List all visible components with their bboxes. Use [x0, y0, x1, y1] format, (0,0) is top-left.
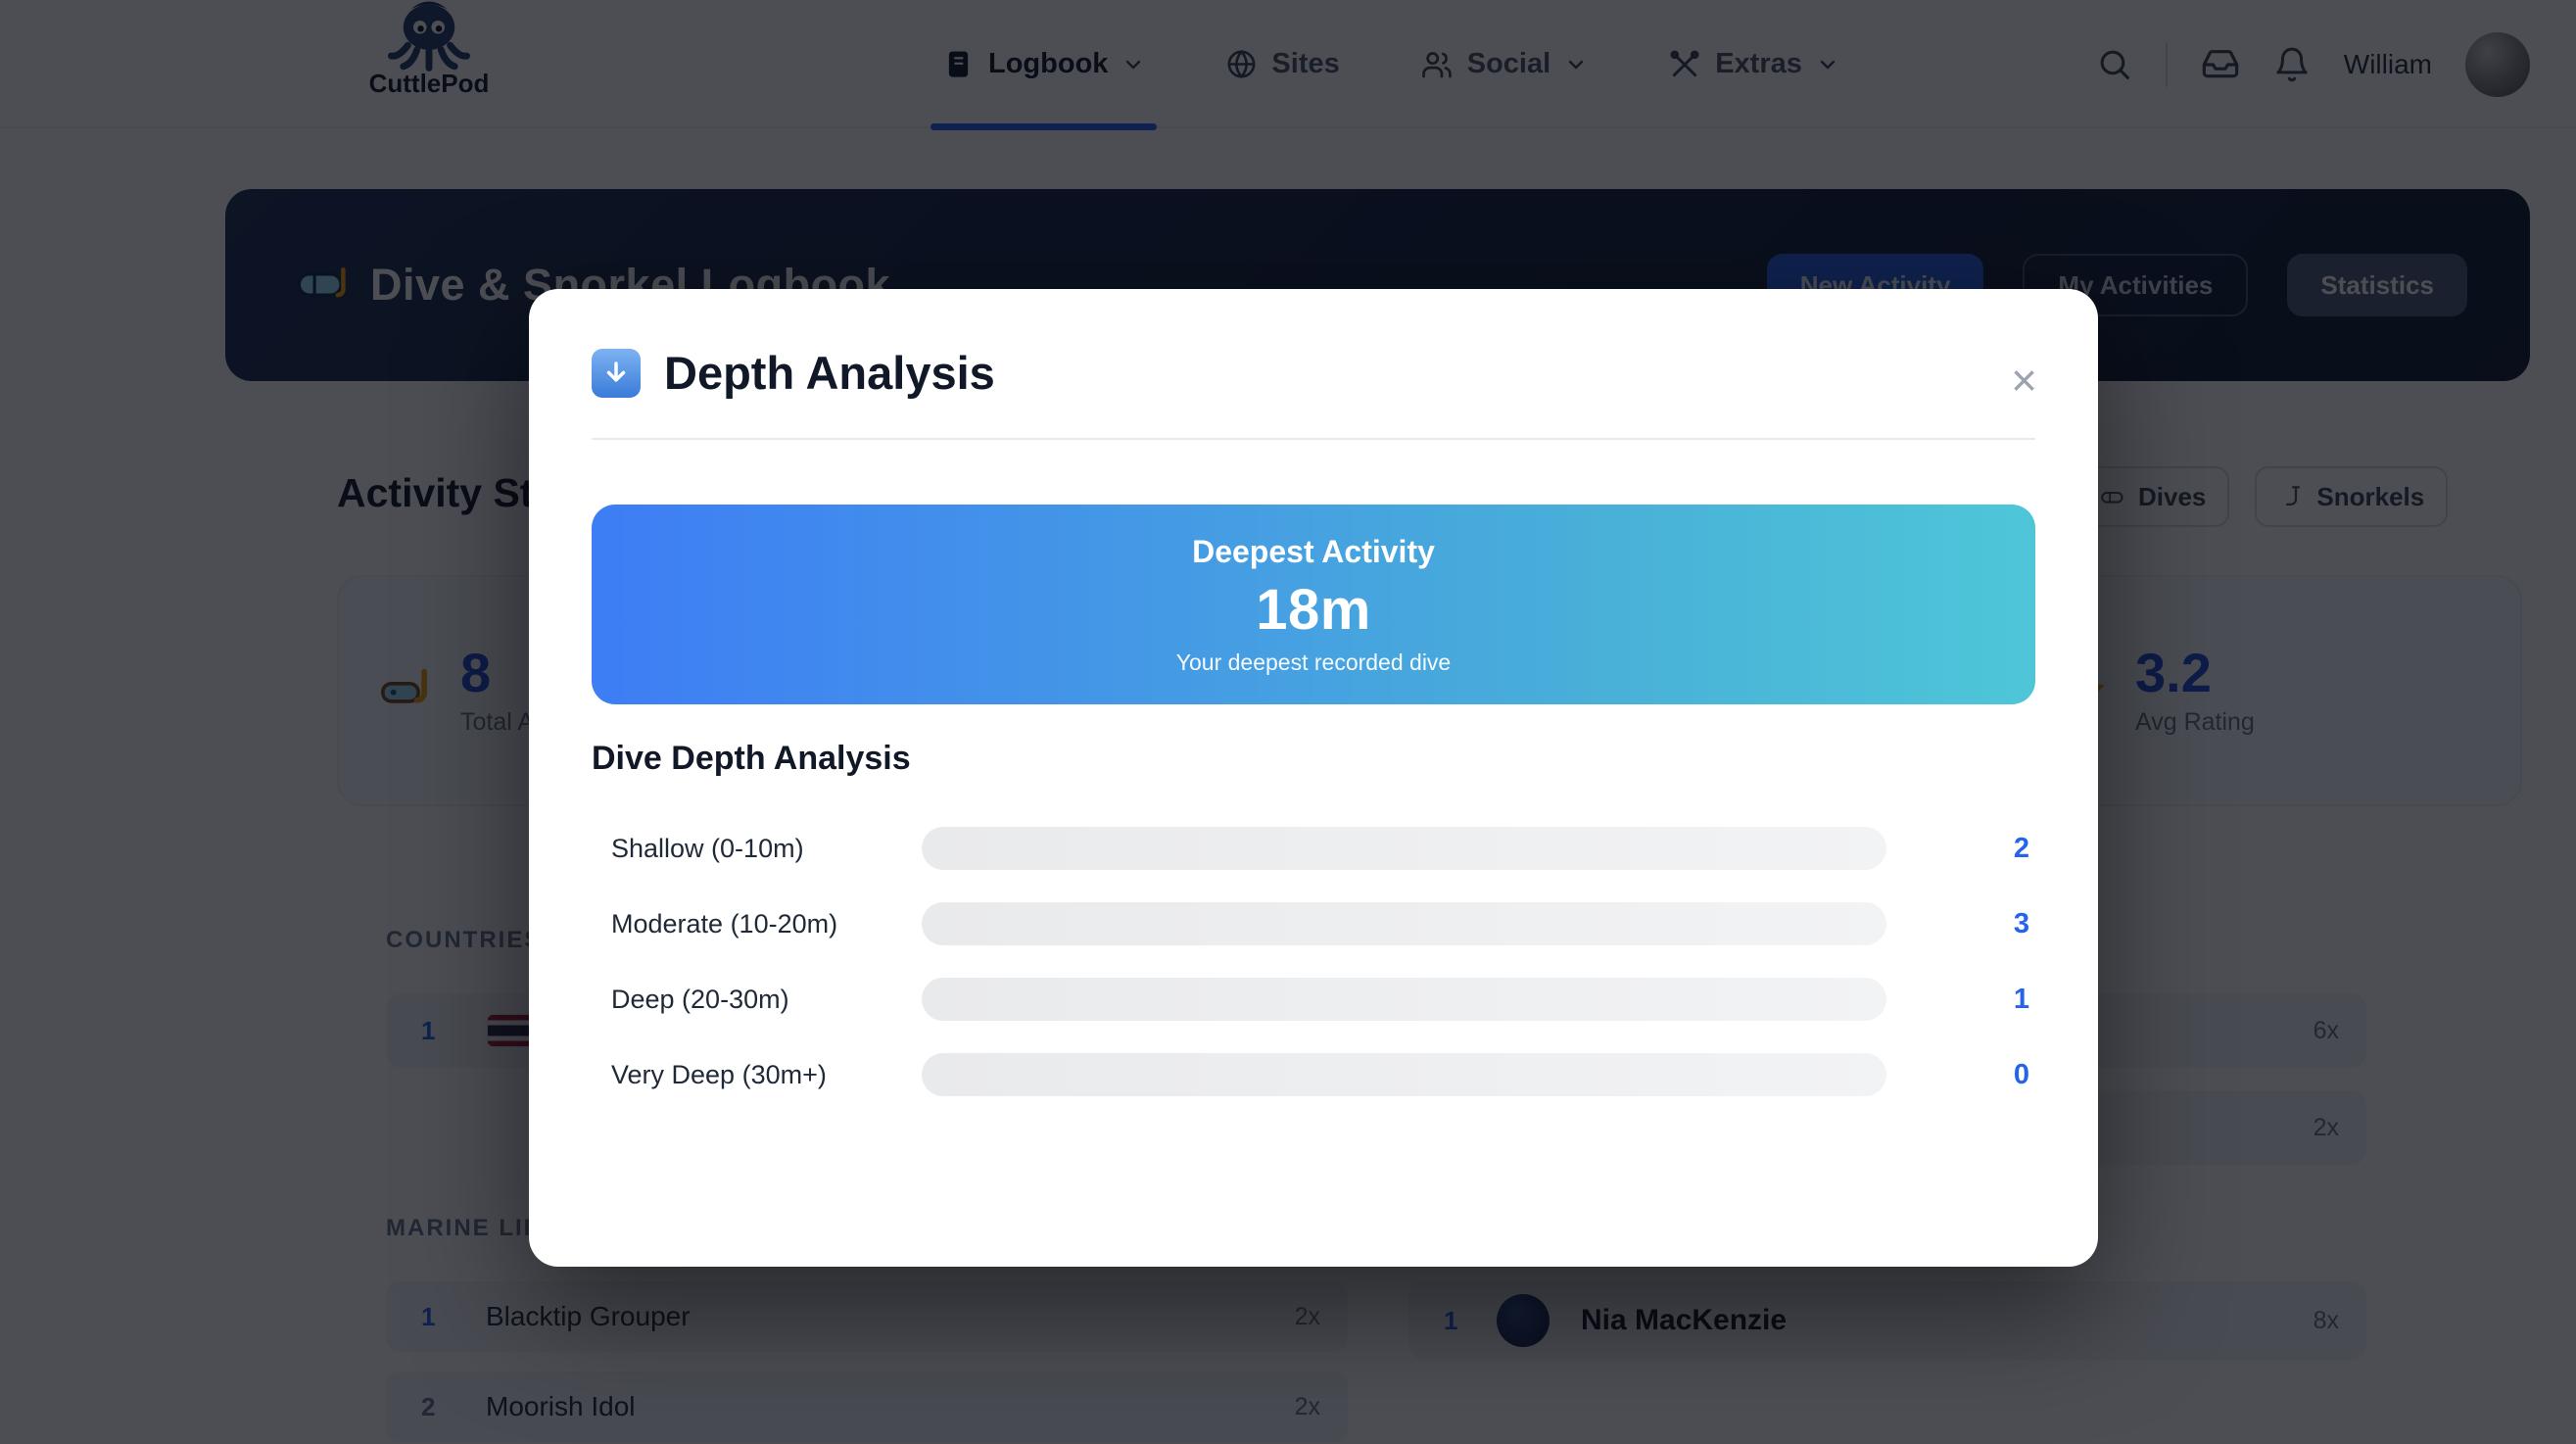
close-icon[interactable]: × — [2011, 355, 2037, 406]
divider — [592, 438, 2035, 440]
depth-bucket-label: Moderate (10-20m) — [611, 908, 838, 939]
deepest-activity-value: 18m — [1256, 577, 1371, 642]
bar-track — [922, 1053, 1886, 1096]
modal-title: Depth Analysis — [664, 347, 995, 399]
deepest-activity-card: Deepest Activity 18m Your deepest record… — [592, 505, 2035, 704]
depth-bar-row: Deep (20-30m) 1 — [592, 977, 2035, 1022]
bar-track — [922, 978, 1886, 1021]
bar-track — [922, 902, 1886, 945]
depth-bucket-value: 1 — [2013, 983, 2029, 1015]
depth-chart-title: Dive Depth Analysis — [592, 740, 911, 777]
deepest-activity-caption: Your deepest recorded dive — [1175, 649, 1452, 675]
depth-analysis-modal: Depth Analysis × Deepest Activity 18m Yo… — [529, 289, 2098, 1267]
depth-bar-row: Shallow (0-10m) 2 — [592, 826, 2035, 871]
depth-bucket-value: 2 — [2013, 832, 2029, 864]
depth-distribution-chart: Shallow (0-10m) 2 Moderate (10-20m) 3 De… — [592, 826, 2035, 1128]
bar-track — [922, 827, 1886, 870]
depth-bucket-label: Shallow (0-10m) — [611, 833, 804, 863]
depth-bucket-value: 3 — [2013, 907, 2029, 939]
depth-bucket-label: Deep (20-30m) — [611, 984, 789, 1014]
depth-bar-row: Very Deep (30m+) 0 — [592, 1052, 2035, 1097]
deepest-activity-title: Deepest Activity — [1192, 533, 1435, 569]
down-arrow-icon — [592, 348, 641, 398]
depth-bar-row: Moderate (10-20m) 3 — [592, 901, 2035, 946]
modal-header: Depth Analysis — [592, 346, 1980, 400]
depth-bucket-label: Very Deep (30m+) — [611, 1059, 827, 1089]
depth-bucket-value: 0 — [2013, 1058, 2029, 1090]
